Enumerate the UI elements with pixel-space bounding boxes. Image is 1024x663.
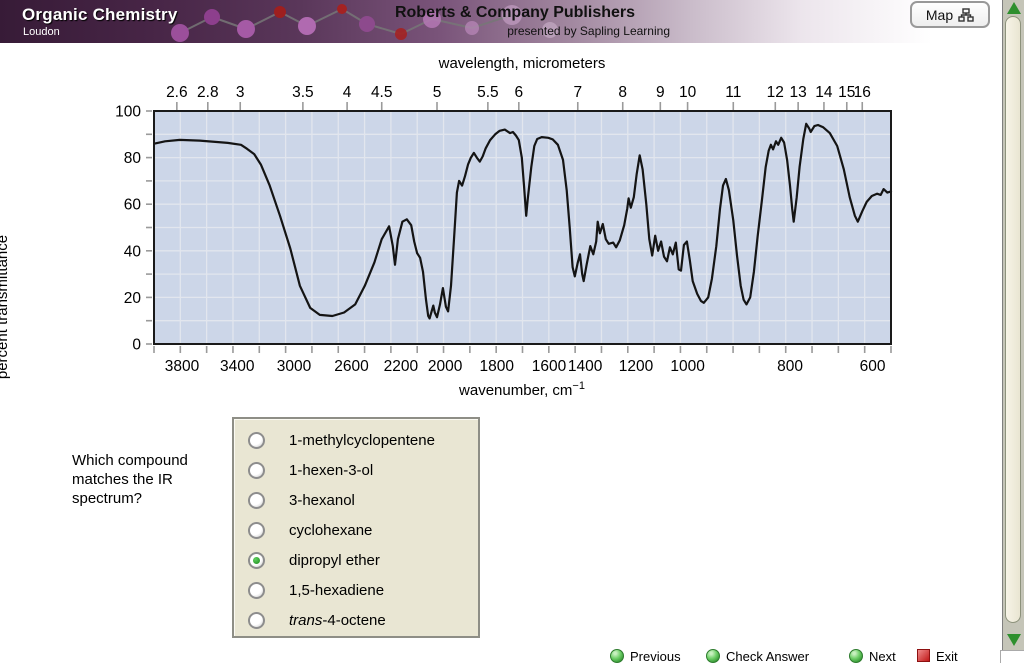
svg-text:20: 20	[124, 290, 142, 307]
scroll-up-icon[interactable]	[1007, 2, 1021, 14]
svg-text:2.6: 2.6	[166, 84, 188, 101]
svg-text:40: 40	[124, 243, 142, 260]
radio-trans-4-octene[interactable]	[248, 611, 265, 629]
svg-text:14: 14	[815, 84, 833, 101]
molecule-decoration-icon	[171, 4, 558, 42]
footer-button-label: Check Answer	[726, 649, 810, 663]
svg-text:11: 11	[725, 84, 741, 101]
svg-text:80: 80	[124, 150, 142, 167]
radio-cyclohexane[interactable]	[248, 521, 265, 539]
svg-text:2600: 2600	[334, 358, 369, 375]
svg-text:3: 3	[236, 84, 245, 101]
green-sphere-icon	[610, 649, 624, 663]
scrollbar-thumb[interactable]	[1005, 16, 1021, 623]
radio-dipropyl-ether[interactable]	[248, 551, 265, 569]
book-author: Loudon	[23, 26, 60, 38]
radio-3-hexanol[interactable]	[248, 491, 265, 509]
y-axis-title: percent transmittance	[0, 234, 11, 380]
option-label: dipropyl ether	[289, 551, 380, 569]
top-axis-title: wavelength, micrometers	[438, 55, 606, 72]
green-sphere-icon	[706, 649, 720, 663]
option-row-1: 1-methylcyclopentene	[234, 425, 478, 455]
svg-text:6: 6	[515, 84, 524, 101]
vertical-scrollbar[interactable]	[1002, 0, 1024, 663]
exit-icon	[917, 649, 930, 662]
svg-text:60: 60	[124, 197, 142, 214]
exit-button[interactable]: Exit	[917, 649, 958, 663]
option-row-3: 3-hexanol	[234, 485, 478, 515]
svg-text:1800: 1800	[479, 358, 514, 375]
option-row-4: cyclohexane	[234, 515, 478, 545]
svg-text:1600: 1600	[532, 358, 567, 375]
footer-button-label: Exit	[936, 649, 958, 663]
answer-options-box: 1-methylcyclopentene 1-hexen-3-ol 3-hexano…	[232, 417, 480, 638]
option-label: 3-hexanol	[289, 491, 355, 509]
option-row-7: trans-4-octene	[234, 605, 478, 635]
option-label: trans-4-octene	[289, 611, 386, 629]
option-label: 1-methylcyclopentene	[289, 431, 435, 449]
book-title: Organic Chemistry	[22, 5, 178, 24]
svg-text:3800: 3800	[165, 358, 200, 375]
svg-text:1200: 1200	[619, 358, 654, 375]
svg-text:2.8: 2.8	[197, 84, 219, 101]
svg-text:600: 600	[860, 358, 886, 375]
option-row-6: 1,5-hexadiene	[234, 575, 478, 605]
svg-text:0: 0	[132, 337, 141, 354]
svg-text:13: 13	[790, 84, 807, 101]
check-answer-button[interactable]: Check Answer	[706, 649, 809, 663]
option-label: 1,5-hexadiene	[289, 581, 385, 599]
svg-text:8: 8	[618, 84, 627, 101]
svg-text:3.5: 3.5	[292, 84, 314, 101]
radio-1-5-hexadiene[interactable]	[248, 581, 265, 599]
svg-text:4: 4	[343, 84, 352, 101]
green-sphere-icon	[849, 649, 863, 663]
option-row-2: 1-hexen-3-ol	[234, 455, 478, 485]
svg-text:9: 9	[656, 84, 665, 101]
svg-text:10: 10	[679, 84, 697, 101]
svg-text:2000: 2000	[428, 358, 463, 375]
option-row-5: dipropyl ether	[234, 545, 478, 575]
footer-button-label: Next	[869, 649, 896, 663]
map-button-label: Map	[925, 6, 954, 23]
svg-text:3000: 3000	[277, 358, 312, 375]
svg-text:7: 7	[573, 84, 582, 101]
next-button[interactable]: Next	[849, 649, 896, 663]
svg-text:800: 800	[777, 358, 803, 375]
radio-1-hexen-3-ol[interactable]	[248, 461, 265, 479]
presented-by: presented by Sapling Learning	[507, 24, 670, 38]
bottom-axis-title: wavenumber, cm−1	[459, 380, 585, 399]
svg-text:15: 15	[838, 84, 855, 101]
svg-text:5: 5	[433, 84, 442, 101]
svg-text:5.5: 5.5	[477, 84, 499, 101]
sitemap-icon	[958, 7, 974, 22]
header-banner: Organic Chemistry Loudon Roberts & Compa…	[0, 0, 1002, 43]
radio-1-methylcyclopentene[interactable]	[248, 431, 265, 449]
scroll-down-icon[interactable]	[1007, 634, 1021, 646]
svg-text:1400: 1400	[568, 358, 603, 375]
svg-text:16: 16	[854, 84, 871, 101]
svg-text:4.5: 4.5	[371, 84, 393, 101]
publisher-title: Roberts & Company Publishers	[394, 4, 636, 21]
footer-toolbar: Previous Check Answer Next Exit	[0, 649, 1000, 663]
svg-text:1000: 1000	[670, 358, 705, 375]
scrollbar-corner	[1000, 650, 1024, 663]
question-text: Which compound matches the IR spectrum?	[72, 452, 188, 507]
svg-text:3400: 3400	[220, 358, 255, 375]
footer-button-label: Previous	[630, 649, 681, 663]
svg-text:100: 100	[115, 104, 141, 121]
svg-text:12: 12	[767, 84, 784, 101]
option-label: 1-hexen-3-ol	[289, 461, 374, 479]
previous-button[interactable]: Previous	[610, 649, 681, 663]
option-label: cyclohexane	[289, 521, 373, 539]
map-button[interactable]: Map	[910, 1, 990, 28]
svg-text:2200: 2200	[384, 358, 419, 375]
